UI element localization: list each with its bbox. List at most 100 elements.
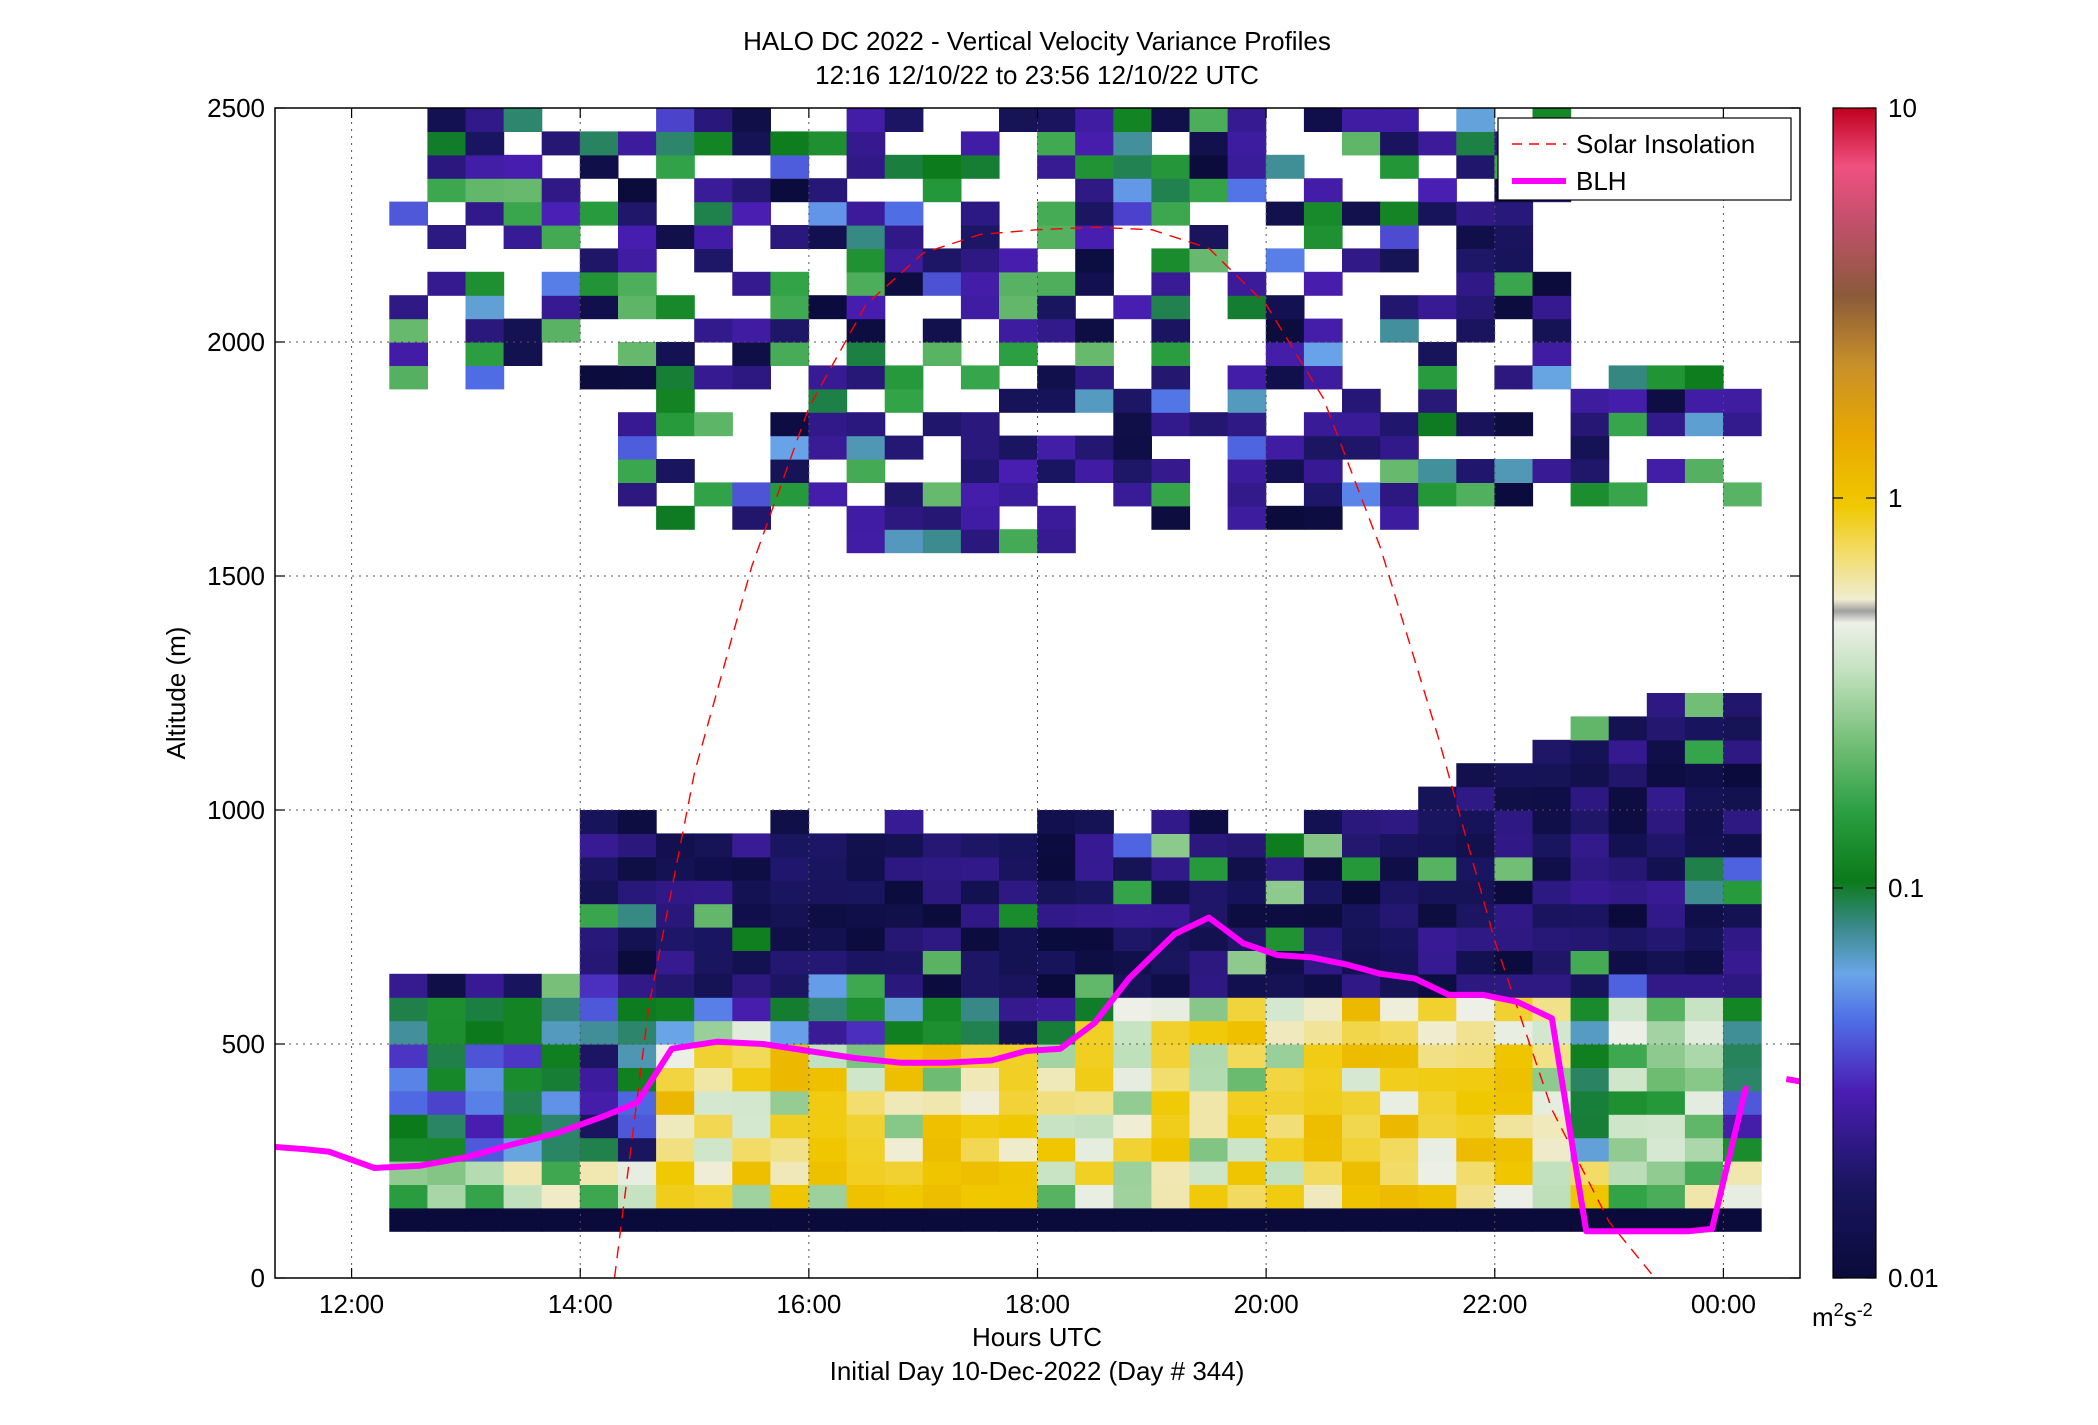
heatmap-cell [656, 154, 695, 179]
colorbar-unit: m2s-2 [1812, 1300, 1873, 1332]
heatmap-cell [808, 225, 848, 249]
heatmap-cell [427, 131, 467, 156]
heatmap-cell [1380, 201, 1419, 226]
heatmap-cell [1456, 1020, 1495, 1045]
heatmap-cell [808, 178, 848, 203]
heatmap-cell [1494, 1184, 1534, 1209]
heatmap-cell [1075, 225, 1114, 249]
heatmap-cell [1380, 435, 1419, 460]
heatmap-cell [1075, 973, 1114, 998]
heatmap-cell [1189, 131, 1229, 156]
heatmap-cell [1113, 482, 1152, 507]
heatmap-cell [427, 1090, 467, 1115]
heatmap-cell [1151, 271, 1191, 296]
heatmap-cell [541, 131, 581, 156]
heatmap-cell [1342, 108, 1381, 132]
heatmap-cell [770, 927, 810, 951]
heatmap-cell [808, 1137, 848, 1162]
heatmap-cell [770, 973, 810, 998]
heatmap-cell [465, 1020, 505, 1045]
heatmap-cell [884, 201, 924, 226]
heatmap-cell [1684, 459, 1724, 483]
heatmap-cell [618, 810, 657, 834]
heatmap-cell [1227, 435, 1267, 460]
heatmap-cell [1227, 295, 1267, 320]
heatmap-cell [541, 295, 581, 320]
heatmap-cell [770, 1067, 810, 1092]
heatmap-cell [1227, 1067, 1267, 1092]
heatmap-cell [656, 225, 695, 249]
heatmap-cell [960, 903, 1000, 928]
heatmap-cell [1265, 248, 1305, 273]
heatmap-cell [1684, 1067, 1724, 1092]
plot-lines [275, 226, 1800, 1278]
heatmap-cell [1608, 950, 1648, 975]
heatmap-cell [694, 1161, 733, 1185]
heatmap-cell [1227, 108, 1267, 132]
heatmap-cell [694, 1137, 733, 1162]
heatmap-cell [579, 903, 619, 928]
heatmap-cell [1418, 178, 1457, 203]
heatmap-cell [1684, 856, 1724, 881]
heatmap-cell [1037, 108, 1076, 132]
heatmap-cell [884, 482, 924, 507]
heatmap-cell [1227, 482, 1267, 507]
heatmap-cell [1265, 1184, 1305, 1209]
heatmap-cell [960, 856, 1000, 881]
heatmap-cell [1227, 365, 1267, 390]
heatmap-cell [1265, 1207, 1305, 1232]
heatmap-cell [1684, 365, 1724, 390]
heatmap-cell [1494, 950, 1534, 975]
heatmap-cell [1227, 833, 1267, 858]
heatmap-cell [618, 1161, 657, 1185]
heatmap-cell [579, 154, 619, 179]
heatmap-cell [732, 1114, 771, 1139]
heatmap-cell [1646, 950, 1686, 975]
heatmap-cell [1189, 1067, 1229, 1092]
heatmap-cell [846, 108, 886, 132]
heatmap-cell [1570, 482, 1610, 507]
heatmap-cell [770, 154, 810, 179]
heatmap-cell [732, 1161, 771, 1185]
heatmap-cell [960, 880, 1000, 905]
heatmap-cell [1113, 178, 1152, 203]
heatmap-cell [1075, 271, 1114, 296]
heatmap-cell [808, 131, 848, 156]
heatmap-cell [541, 271, 581, 296]
heatmap-cell [465, 271, 505, 296]
heatmap-cell [1494, 786, 1534, 811]
chart-subtitle: 12:16 12/10/22 to 23:56 12/10/22 UTC [815, 60, 1259, 90]
heatmap-cell [503, 154, 543, 179]
heatmap-cell [1113, 1044, 1152, 1068]
heatmap-cell [960, 154, 1000, 179]
heatmap-cell [1303, 1207, 1343, 1232]
heatmap-cell [1075, 833, 1114, 858]
heatmap-cell [618, 927, 657, 951]
heatmap-cell [1532, 295, 1572, 320]
heatmap-cell [1723, 388, 1762, 413]
heatmap-cell [999, 903, 1038, 928]
heatmap-cell [1494, 1044, 1534, 1068]
heatmap-cell [1494, 1161, 1534, 1185]
heatmap-cell [1456, 1044, 1495, 1068]
heatmap-cell [1265, 505, 1305, 530]
heatmap-cell [1265, 318, 1305, 343]
heatmap-cell [465, 154, 505, 179]
heatmap-cell [579, 880, 619, 905]
heatmap-cell [1380, 412, 1419, 437]
heatmap-cell [579, 248, 619, 273]
heatmap-cell [427, 1114, 467, 1139]
heatmap-cell [1684, 927, 1724, 951]
heatmap-cell [1456, 833, 1495, 858]
heatmap-cell [808, 880, 848, 905]
heatmap-cell [808, 1090, 848, 1115]
heatmap-cell [503, 108, 543, 132]
heatmap-cell [1532, 1184, 1572, 1209]
heatmap-cell [427, 178, 467, 203]
heatmap-cell [770, 997, 810, 1022]
heatmap-cell [1532, 1044, 1572, 1068]
heatmap-cell [1151, 1207, 1191, 1232]
heatmap-cell [656, 365, 695, 390]
heatmap-cell [770, 342, 810, 366]
heatmap-cell [1227, 154, 1267, 179]
